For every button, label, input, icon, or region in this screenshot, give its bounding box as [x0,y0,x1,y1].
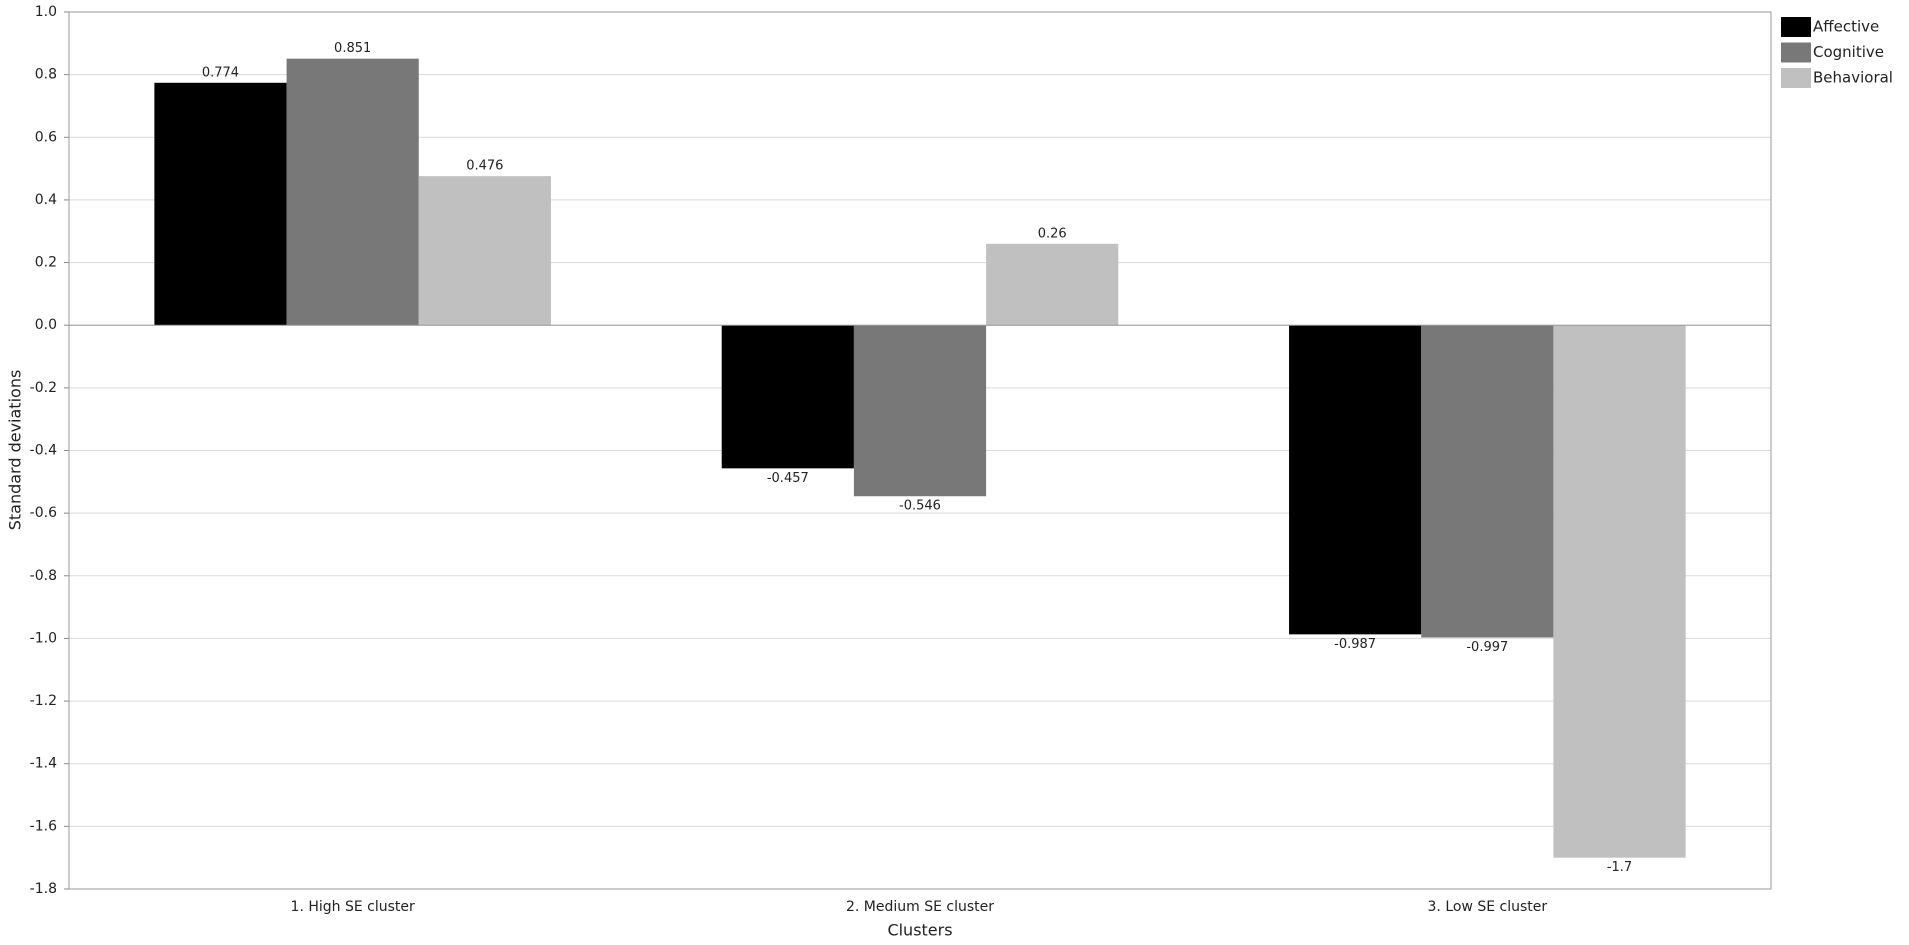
y-tick-label: -0.4 [30,443,57,459]
bar [853,325,987,497]
data-label: 0.476 [466,159,503,174]
data-label: -1.7 [1607,860,1632,875]
y-tick-label: 0.2 [35,255,57,271]
data-label: -0.987 [1334,637,1376,652]
legend-swatch [1781,17,1811,37]
data-label: -0.997 [1466,640,1508,655]
x-axis-title: Clusters [887,921,952,940]
y-tick-label: 1.0 [35,4,57,20]
legend-swatch [1781,42,1811,63]
y-tick-label: 0.6 [35,129,57,145]
y-tick-label: 0.4 [35,192,57,208]
y-tick-label: -0.6 [30,505,57,521]
y-tick-label: -1.2 [30,693,57,709]
y-tick-label: -1.0 [30,630,57,646]
legend-swatch [1781,68,1811,88]
legend-label: Behavioral [1813,69,1893,87]
bar [1553,325,1686,858]
data-label: -0.546 [899,499,941,514]
y-tick-label: -0.2 [30,380,57,396]
bar [154,82,287,326]
bar [986,243,1119,326]
legend-label: Cognitive [1813,43,1884,61]
bar [1289,325,1422,635]
x-tick-label: 2. Medium SE cluster [846,899,994,915]
y-tick-label: -1.8 [30,881,57,897]
bar [418,176,551,326]
y-axis-title: Standard deviations [6,370,25,531]
y-tick-label: -0.8 [30,568,57,584]
y-tick-label: -1.4 [30,756,57,772]
bar [1421,325,1554,638]
y-tick-label: -1.6 [30,818,57,834]
bar [721,325,854,469]
plot-frame [68,11,1772,890]
x-tick-label: 3. Low SE cluster [1428,899,1548,915]
bar [286,58,419,326]
data-label: 0.26 [1038,226,1067,241]
legend-label: Affective [1813,18,1879,36]
y-tick-label: 0.8 [35,67,57,83]
data-label: 0.851 [334,41,371,56]
x-tick-label: 1. High SE cluster [291,899,415,915]
data-label: 0.774 [202,65,239,80]
y-tick-label: 0.0 [35,317,57,333]
data-label: -0.457 [767,471,809,486]
